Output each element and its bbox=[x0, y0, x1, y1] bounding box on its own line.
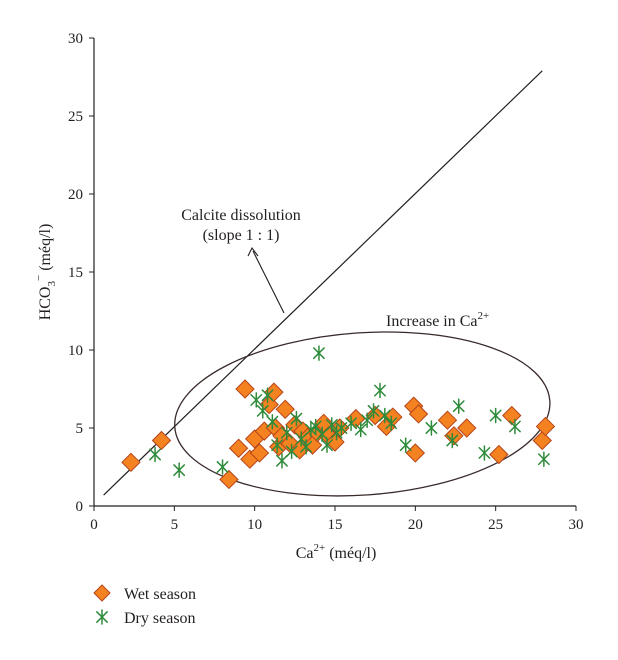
x-axis-title: Ca2+ (méq/l) bbox=[296, 542, 377, 562]
y-title-base: HCO bbox=[37, 287, 54, 321]
dry-season-point-33 bbox=[478, 445, 491, 461]
x-tick-label-4: 20 bbox=[408, 517, 423, 533]
legend-dry-asterisk bbox=[96, 609, 108, 625]
dry-season-point-4 bbox=[256, 403, 269, 419]
dry-season-point-1 bbox=[173, 462, 186, 478]
dry-season-point-24 bbox=[361, 412, 374, 428]
dry-season-point-3 bbox=[250, 392, 263, 408]
dry-season-point-9 bbox=[280, 424, 293, 441]
dry-season-point-35 bbox=[509, 418, 521, 435]
x-ticks: 0 5 10 15 20 25 30 bbox=[90, 506, 584, 533]
wet-season-point-1 bbox=[151, 430, 172, 451]
x-title-sup: 2+ bbox=[313, 542, 325, 554]
dry-season-point-19 bbox=[325, 417, 338, 433]
wet-season-point-38 bbox=[532, 430, 552, 451]
legend-wet-season-marker bbox=[93, 584, 111, 602]
legend-wet-diamond bbox=[93, 584, 111, 602]
dry-season-point-22 bbox=[345, 415, 357, 432]
legend-dry-season-marker bbox=[96, 609, 108, 625]
x-title-unit: (méq/l) bbox=[325, 545, 376, 562]
dry-season-point-34 bbox=[489, 407, 502, 424]
legend-dry-season-label: Dry season bbox=[124, 610, 196, 627]
x-tick-label-0: 0 bbox=[90, 517, 98, 533]
wet-season-point-3 bbox=[228, 438, 249, 458]
increase-ca-label-sup: 2+ bbox=[478, 310, 490, 322]
dry-season-point-16 bbox=[313, 345, 325, 361]
dry-season-point-25 bbox=[367, 403, 380, 419]
dry-season-point-30 bbox=[425, 420, 438, 436]
calcite-dissolution-label: Calcite dissolution bbox=[181, 207, 301, 224]
x-tick-label-2: 10 bbox=[247, 517, 262, 533]
wet-season-point-7 bbox=[249, 443, 270, 463]
wet-season-point-31 bbox=[405, 443, 426, 463]
legend-wet-season-label: Wet season bbox=[124, 586, 196, 603]
slope-label: (slope 1 : 1) bbox=[203, 227, 280, 244]
x-title-base: Ca bbox=[296, 545, 314, 562]
x-tick-label-1: 5 bbox=[171, 517, 179, 533]
slope-1-1-line bbox=[103, 70, 543, 496]
dry-season-point-10 bbox=[285, 443, 298, 460]
y-tick-label-0: 0 bbox=[76, 499, 84, 515]
dry-season-point-31 bbox=[446, 432, 459, 449]
wet-season-point-25 bbox=[330, 418, 350, 438]
dry-season-point-17 bbox=[316, 426, 329, 442]
y-tick-label-4: 20 bbox=[68, 187, 83, 203]
y-tick-label-2: 10 bbox=[68, 343, 83, 359]
dry-season-point-32 bbox=[452, 398, 465, 414]
wet-season-point-33 bbox=[437, 410, 458, 430]
series-dry-season bbox=[149, 345, 550, 478]
wet-season-point-37 bbox=[502, 405, 522, 426]
wet-season-point-34 bbox=[444, 426, 464, 446]
dry-season-point-36 bbox=[537, 451, 550, 467]
dry-season-point-28 bbox=[385, 415, 398, 432]
dry-season-point-6 bbox=[266, 414, 279, 430]
x-tick-label-3: 15 bbox=[328, 517, 343, 533]
wet-season-point-36 bbox=[489, 444, 509, 465]
legend: Wet season Dry season bbox=[93, 584, 196, 627]
dry-season-point-21 bbox=[335, 420, 348, 436]
dry-season-point-18 bbox=[321, 437, 333, 453]
increase-ca-label-base: Increase in Ca bbox=[386, 313, 478, 330]
y-title-sub: 3 bbox=[46, 281, 58, 287]
dry-season-point-27 bbox=[378, 407, 391, 424]
y-tick-label-3: 15 bbox=[68, 265, 83, 281]
wet-season-point-2 bbox=[219, 469, 239, 490]
dry-season-point-13 bbox=[300, 438, 313, 455]
dry-season-point-23 bbox=[354, 421, 367, 438]
wet-season-point-24 bbox=[325, 432, 345, 452]
dry-season-point-12 bbox=[295, 431, 308, 447]
dry-season-point-11 bbox=[290, 410, 303, 427]
dry-season-point-8 bbox=[276, 453, 288, 469]
wet-season-point-39 bbox=[535, 416, 556, 437]
y-tick-label-1: 5 bbox=[76, 421, 84, 437]
dry-season-point-0 bbox=[149, 446, 161, 463]
dry-season-point-2 bbox=[216, 459, 229, 475]
dry-season-point-26 bbox=[374, 382, 386, 399]
y-ticks: 0 5 10 15 20 25 30 bbox=[68, 31, 94, 515]
y-tick-label-5: 25 bbox=[68, 109, 83, 125]
dry-season-point-15 bbox=[309, 418, 322, 435]
increase-ca-ellipse bbox=[174, 331, 551, 497]
dry-season-point-7 bbox=[271, 437, 284, 453]
x-tick-label-6: 30 bbox=[569, 517, 584, 533]
y-title-unit: (méq/l) bbox=[37, 224, 54, 275]
y-title-sup: − bbox=[33, 275, 45, 281]
plot-content bbox=[103, 70, 556, 497]
wet-season-point-35 bbox=[457, 418, 477, 438]
y-axis-title: HCO3− (méq/l) bbox=[33, 224, 58, 321]
wet-season-point-14 bbox=[275, 399, 295, 419]
calcite-arrow-head bbox=[247, 246, 259, 257]
wet-season-point-4 bbox=[235, 379, 255, 399]
increase-ca-label: Increase in Ca2+ bbox=[386, 310, 489, 330]
axes: 0 5 10 15 20 25 30 0 5 10 15 20 25 30 bbox=[68, 31, 584, 533]
y-tick-label-6: 30 bbox=[68, 31, 83, 47]
wet-season-point-0 bbox=[121, 452, 141, 473]
wet-season-point-32 bbox=[408, 404, 429, 424]
x-tick-label-5: 25 bbox=[488, 517, 503, 533]
dry-season-point-5 bbox=[261, 387, 274, 403]
calcite-arrow-line bbox=[252, 250, 285, 314]
dry-season-point-29 bbox=[399, 437, 412, 453]
